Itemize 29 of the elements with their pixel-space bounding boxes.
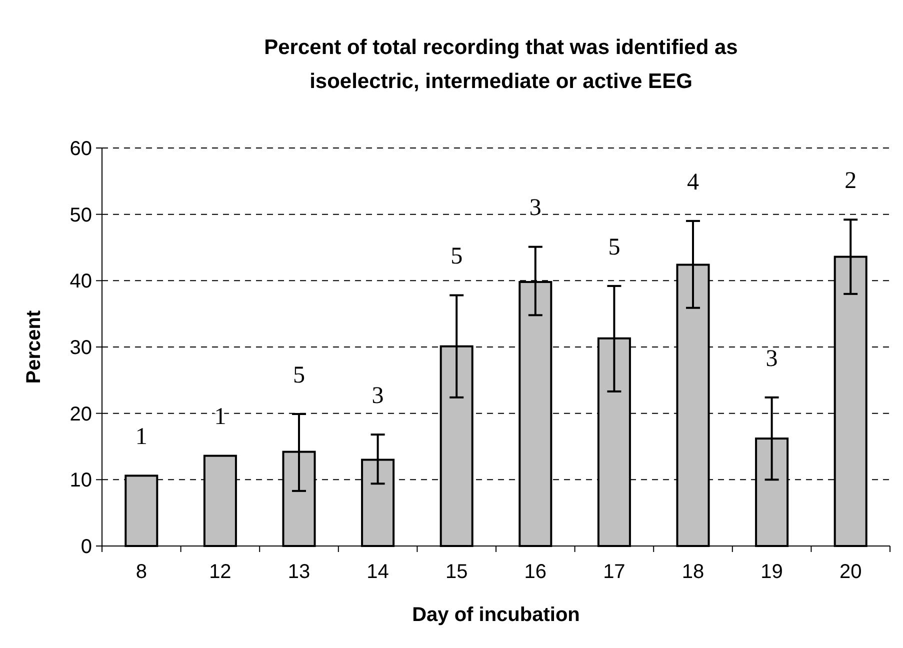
x-tick-label: 19 xyxy=(760,561,783,583)
y-tick-label: 20 xyxy=(70,403,92,426)
annotation: 1 xyxy=(214,404,226,430)
chart-title: Percent of total recording that was identified as isoelectric, intermediate or active EEG xyxy=(264,36,738,93)
x-tick-label: 18 xyxy=(682,561,704,583)
x-tick-label: 8 xyxy=(136,561,147,583)
x-tick-label: 16 xyxy=(524,561,547,583)
y-tick-label: 30 xyxy=(70,337,92,359)
annotation: 3 xyxy=(766,346,778,372)
x-tick-label: 13 xyxy=(288,561,310,583)
x-tick-label: 12 xyxy=(209,561,232,583)
y-axis-title: Percent xyxy=(23,310,45,384)
x-tick-label: 20 xyxy=(839,561,862,583)
y-tick-label: 40 xyxy=(70,270,92,293)
y-tick-label: 0 xyxy=(80,536,92,558)
annotation: 5 xyxy=(450,244,463,270)
x-tick-label: 15 xyxy=(445,561,468,583)
x-tick-label: 17 xyxy=(603,561,626,583)
y-tick-label: 10 xyxy=(70,470,92,492)
y-tick-label: 60 xyxy=(70,138,92,160)
annotation: 5 xyxy=(608,234,620,260)
x-axis-title: Day of incubation xyxy=(412,604,580,626)
annotation: 3 xyxy=(372,382,384,409)
annotation: 4 xyxy=(687,169,699,196)
annotation: 2 xyxy=(844,168,857,194)
annotation: 5 xyxy=(293,362,305,388)
annotation: 1 xyxy=(135,424,148,450)
y-tick-label: 50 xyxy=(70,204,92,226)
x-tick-label: 14 xyxy=(366,561,389,583)
